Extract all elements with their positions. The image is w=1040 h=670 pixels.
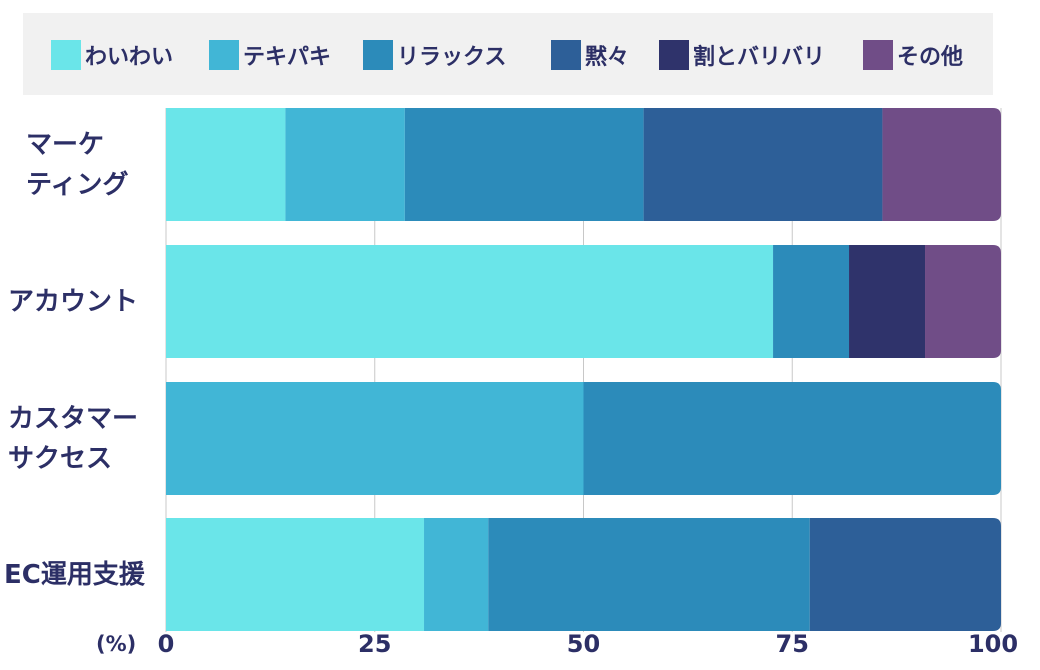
bar-segment — [285, 108, 405, 221]
x-axis-unit-label: (%) — [96, 632, 137, 656]
legend-label: その他 — [897, 45, 964, 70]
x-tick-label: 25 — [358, 630, 392, 658]
bar-segment — [166, 108, 286, 221]
bar-segment — [166, 518, 425, 631]
legend-label: 黙々 — [585, 45, 630, 70]
category-label-line: EC運用支援 — [4, 559, 145, 590]
bar-segment — [925, 245, 1001, 358]
legend-label: 割とバリバリ — [693, 45, 826, 70]
legend-swatch — [51, 40, 81, 70]
bar-segment — [849, 245, 926, 358]
category-label-line: アカウント — [8, 286, 139, 317]
bar-segment — [643, 108, 883, 221]
legend-item: リラックス — [363, 37, 506, 73]
category-label-line: サクセス — [8, 443, 113, 474]
category-label: EC運用支援 — [4, 555, 145, 595]
legend-swatch — [363, 40, 393, 70]
legend-item: テキパキ — [209, 37, 331, 73]
legend-label: テキパキ — [243, 45, 332, 70]
category-label-line: カスタマー — [8, 403, 139, 434]
x-tick-label: 75 — [775, 630, 809, 658]
bar-segment — [809, 518, 1001, 631]
category-label-line: マーケ — [26, 129, 105, 160]
legend-label: わいわい — [85, 45, 174, 70]
bar-segment — [166, 382, 584, 495]
x-tick-label: 100 — [967, 630, 1019, 658]
bar-segment — [488, 518, 810, 631]
x-tick-label: 0 — [157, 630, 175, 658]
category-label-line: ティング — [26, 169, 129, 200]
bar-segment — [404, 108, 644, 221]
category-label: マーケ ティング — [26, 125, 128, 205]
bar-segment — [882, 108, 1001, 221]
legend-swatch — [863, 40, 893, 70]
legend-label: リラックス — [397, 45, 507, 70]
category-label: アカウント — [8, 282, 138, 322]
legend-item: その他 — [863, 37, 963, 73]
x-tick-label: 50 — [566, 630, 601, 658]
bar-group — [166, 518, 1001, 631]
legend-item: わいわい — [51, 37, 173, 73]
legend-swatch — [551, 40, 581, 70]
category-label: カスタマー サクセス — [8, 399, 138, 479]
bar-group — [166, 382, 1001, 495]
bar-segment — [583, 382, 1001, 495]
bar-segment — [166, 245, 774, 358]
bar-segment — [424, 518, 489, 631]
legend-swatch — [209, 40, 239, 70]
bar-group — [166, 245, 1001, 358]
bar-group — [166, 108, 1001, 221]
bar-segment — [773, 245, 850, 358]
legend-item: 割とバリバリ — [659, 37, 825, 73]
legend: わいわい テキパキ リラックス 黙々 割とバリバリ その他 — [23, 13, 993, 95]
legend-item: 黙々 — [551, 37, 629, 73]
legend-swatch — [659, 40, 689, 70]
